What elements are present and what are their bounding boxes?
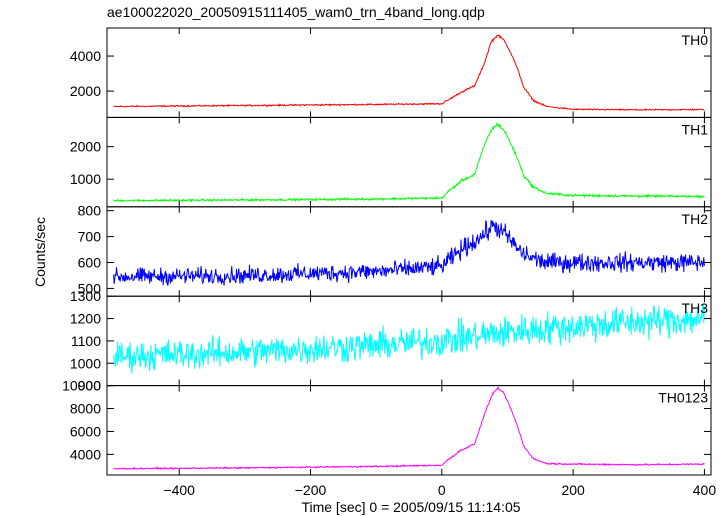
y-tick-label-th2: 800 — [78, 203, 102, 219]
panels-group: 20004000TH010002000TH1500600700800TH2900… — [62, 27, 717, 498]
y-tick-label-th2: 500 — [78, 280, 102, 296]
y-tick-label-th2: 700 — [78, 229, 102, 245]
y-tick-label-th3: 1200 — [70, 311, 101, 327]
y-tick-label-th0123: 6000 — [70, 423, 101, 439]
panel-th0123: 4000 6000 8000 10000 TH0123 — [62, 378, 712, 476]
y-tick-label-th0123: 10000 — [62, 378, 101, 394]
panel-th1: 1000 2000 TH1 — [70, 116, 712, 208]
series-line-th0 — [113, 34, 705, 112]
x-tick-label: 200 — [561, 482, 585, 498]
series-line-th0123 — [113, 386, 705, 471]
panel-frame-th0123 — [106, 385, 712, 476]
panel-th0: 2000 4000 TH0 — [70, 27, 712, 118]
x-axis-label: Time [sec] 0 = 2005/09/15 11:14:05 — [301, 499, 520, 515]
panel-label-th0123: TH0123 — [658, 390, 708, 406]
x-tick-label: −200 — [295, 482, 327, 498]
y-tick-label-th1: 2000 — [70, 139, 101, 155]
y-tick-label-th0123: 4000 — [70, 446, 101, 462]
series-line-th3 — [113, 303, 705, 374]
y-tick-label-th0: 2000 — [70, 83, 101, 99]
panel-frame-th2 — [106, 206, 712, 297]
x-tick-label: 400 — [693, 482, 717, 498]
y-tick-label-th0123: 8000 — [70, 401, 101, 417]
y-tick-label-th3: 900 — [78, 378, 102, 394]
panel-th3: 900 1000 1100 1200 1300 TH3 — [70, 288, 712, 394]
panel-frame-th1 — [106, 116, 712, 208]
chart-title: ae100022020_20050915111405_wam0_trn_4ban… — [107, 4, 485, 20]
series-line-th1 — [113, 121, 705, 204]
panel-label-th2: TH2 — [682, 211, 709, 227]
panel-label-th0: TH0 — [682, 32, 709, 48]
y-tick-label-th3: 1000 — [70, 355, 101, 371]
x-tick-label: 0 — [438, 482, 446, 498]
y-tick-label-th3: 1100 — [71, 333, 101, 349]
y-axis-label: Counts/sec — [32, 217, 48, 287]
y-tick-label-th1: 1000 — [70, 171, 101, 187]
y-tick-label-th0: 4000 — [70, 48, 101, 64]
series-line-th2 — [113, 220, 705, 286]
panel-label-th1: TH1 — [682, 121, 709, 137]
panel-th2: 500 600 700 800 TH2 — [78, 203, 712, 297]
y-tick-label-th2: 600 — [78, 255, 102, 271]
panel-label-th3: TH3 — [682, 300, 709, 316]
y-tick-label-th3: 1300 — [70, 288, 101, 304]
x-tick-label: −400 — [163, 482, 195, 498]
